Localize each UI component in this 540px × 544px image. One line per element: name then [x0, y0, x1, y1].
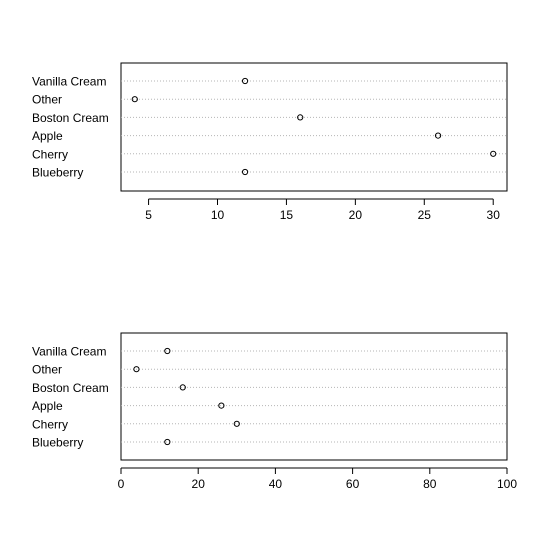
panel2-x-tick-label: 60 — [346, 477, 360, 491]
panel2-category-label: Apple — [32, 399, 63, 413]
panel2-data-point — [164, 438, 171, 446]
panel1-x-tick-label: 10 — [211, 208, 225, 222]
panel1-data-point — [490, 150, 497, 157]
panel1-plot-frame — [120, 62, 508, 192]
panel2-category-label: Other — [32, 363, 62, 377]
panel1-category-label: Blueberry — [32, 166, 83, 180]
panel2-data-point — [179, 384, 186, 391]
panel1-data-point — [434, 132, 442, 139]
panel1-data-point — [241, 168, 249, 176]
panel2-data-point — [133, 366, 140, 373]
panel2-x-tick-label: 100 — [497, 477, 517, 491]
panel2-plot-frame — [120, 332, 508, 461]
panel1-x-tick-label: 25 — [418, 208, 432, 222]
panel2-category-label: Vanilla Cream — [32, 345, 106, 359]
panel2-category-label: Cherry — [32, 417, 68, 431]
panel1-x-tick-label: 30 — [487, 208, 501, 222]
panel1-data-point — [131, 96, 138, 103]
panel2-data-point — [218, 402, 225, 409]
panel2-category-label: Boston Cream — [32, 381, 109, 395]
panel2-x-tick-label: 80 — [423, 477, 437, 491]
panel1-data-point — [297, 114, 304, 121]
panel1-category-label: Cherry — [32, 147, 68, 161]
panel2-category-label: Blueberry — [32, 436, 83, 450]
panel1-category-label: Boston Cream — [32, 111, 109, 125]
panel2-x-tick-label: 0 — [118, 477, 125, 491]
panel1-category-label: Other — [32, 93, 62, 107]
panel1-data-point — [241, 77, 249, 85]
panel2-x-tick-label: 40 — [269, 477, 283, 491]
panel2-x-tick-label: 20 — [192, 477, 206, 491]
panel2-data-point — [233, 420, 240, 427]
panel1-category-label: Vanilla Cream — [32, 75, 106, 89]
panel2-data-point — [164, 347, 171, 355]
panel1-x-tick-label: 15 — [280, 208, 294, 222]
panel1-x-tick-label: 5 — [145, 208, 152, 222]
panel1-category-label: Apple — [32, 129, 63, 143]
panel1-x-tick-label: 20 — [349, 208, 363, 222]
